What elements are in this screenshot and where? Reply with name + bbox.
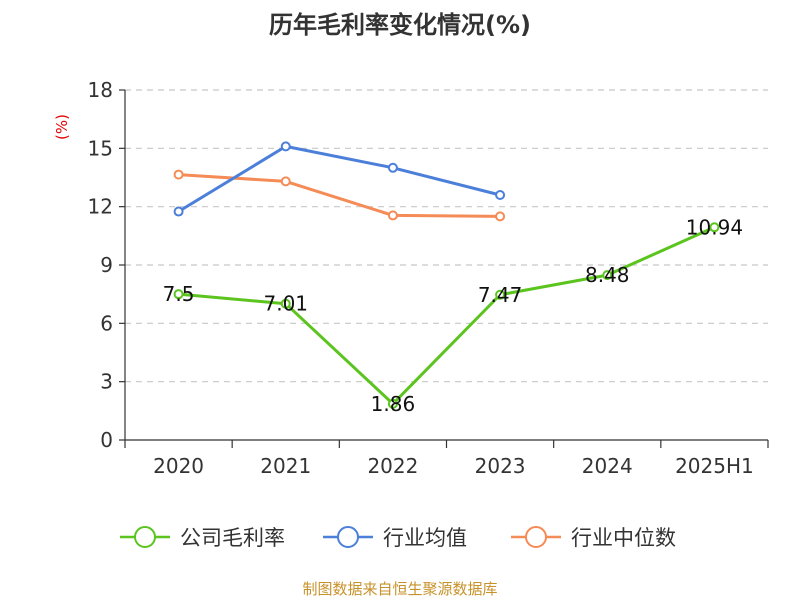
data-label: 7.47 (478, 283, 523, 307)
series-line (178, 225, 716, 406)
data-point (495, 211, 506, 222)
data-point (173, 206, 184, 217)
data-point (709, 222, 720, 233)
legend-marker (525, 526, 547, 548)
legend-label: 公司毛利率 (180, 526, 285, 550)
data-labels: 7.5 7.01 1.86 7.47 8.48 10.94 (163, 215, 743, 416)
data-point (495, 289, 506, 300)
y-tick-label: 9 (100, 253, 113, 277)
y-tick-label: 6 (100, 311, 113, 335)
legend-item[interactable]: 行业中位数 (511, 526, 676, 550)
legend[interactable]: 公司毛利率 行业均值 行业中位数 (120, 526, 676, 550)
series-line (177, 144, 501, 213)
x-tick-label: 2023 (475, 454, 526, 478)
data-label: 8.48 (585, 263, 630, 287)
chart-title: 历年毛利率变化情况(%) (269, 11, 531, 39)
y-tick-label: 12 (88, 195, 113, 219)
y-tick-label: 18 (88, 78, 113, 102)
legend-marker (134, 526, 156, 548)
data-point (280, 141, 291, 152)
legend-label: 行业均值 (383, 526, 467, 550)
axes: 0 3 6 9 12 15 18 2020 2021 2022 2023 2024 2025H1 (88, 78, 769, 478)
legend-item[interactable]: 公司毛利率 (120, 526, 285, 550)
data-point (602, 270, 613, 281)
data-label: 10.94 (686, 215, 743, 239)
data-point (173, 289, 184, 300)
legend-item[interactable]: 行业均值 (323, 526, 467, 550)
y-tick-label: 3 (100, 370, 113, 394)
data-label: 7.5 (163, 282, 195, 306)
data-source-note: 制图数据来自恒生聚源数据库 (302, 580, 497, 598)
legend-marker (337, 526, 359, 548)
data-point (387, 398, 398, 409)
data-point (387, 162, 398, 173)
data-label: 7.01 (263, 292, 308, 316)
x-tick-label: 2025H1 (675, 454, 754, 478)
x-tick-label: 2024 (582, 454, 633, 478)
x-tick-label: 2021 (260, 454, 311, 478)
data-point (173, 169, 184, 180)
data-point (387, 210, 398, 221)
y-tick-label: 15 (88, 136, 113, 160)
x-tick-label: 2020 (153, 454, 204, 478)
data-point (280, 176, 291, 187)
x-tick-label: 2022 (367, 454, 418, 478)
data-point (280, 298, 291, 309)
y-tick-label: 0 (100, 428, 113, 452)
data-point (495, 190, 506, 200)
series-lines (173, 141, 720, 409)
data-label: 1.86 (371, 392, 416, 416)
legend-label: 行业中位数 (571, 526, 676, 550)
y-axis-unit: (%) (53, 114, 71, 140)
gridlines (125, 89, 768, 383)
